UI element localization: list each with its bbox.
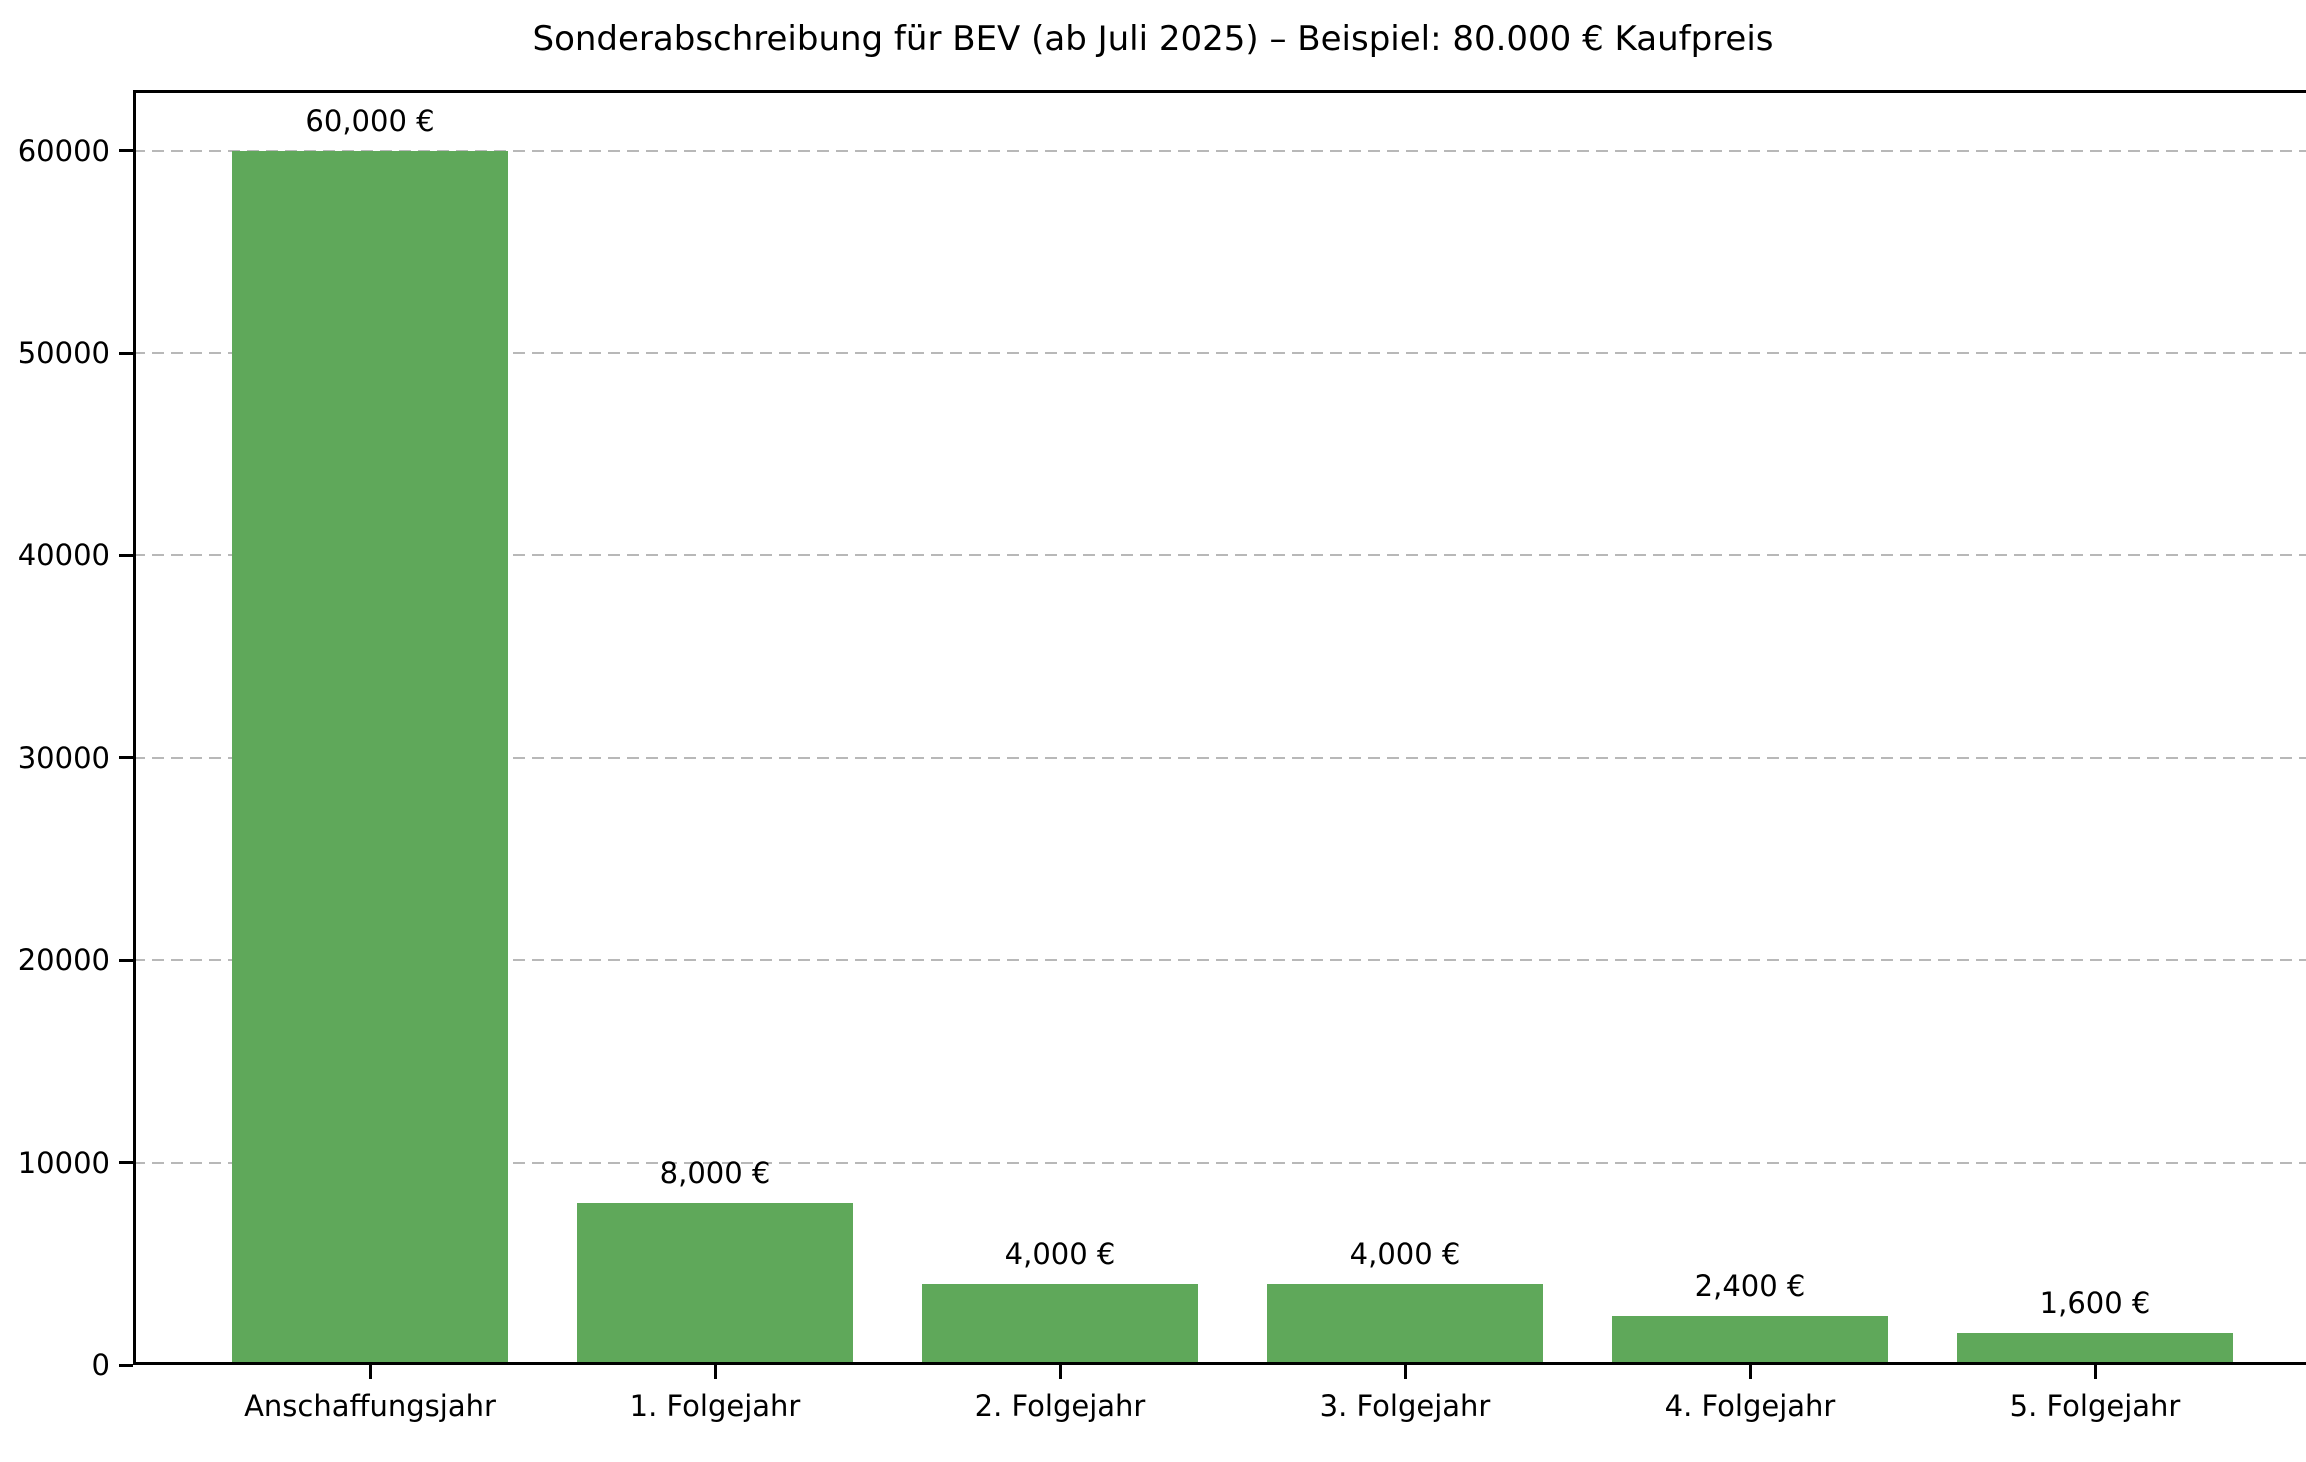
x-tick-mark	[1403, 1365, 1407, 1379]
gridline	[133, 1161, 2306, 1164]
bar-value-label: 2,400 €	[1694, 1269, 1806, 1304]
gridline	[133, 554, 2306, 557]
x-tick-label: 2. Folgejahr	[974, 1389, 1146, 1423]
y-tick-label: 20000	[17, 943, 110, 978]
plot-area: 60,000 € 8,000 € 4,000 € 4,000 € 2,400 € 1,60…	[133, 90, 2306, 1365]
y-tick-mark	[119, 149, 133, 153]
bar	[232, 150, 508, 1365]
x-tick-mark	[1748, 1365, 1752, 1379]
bar	[1612, 1316, 1888, 1365]
x-axis-line	[133, 1362, 2306, 1365]
chart-title: Sonderabschreibung für BEV (ab Juli 2025…	[532, 19, 1774, 59]
gridline	[133, 352, 2306, 355]
x-tick-label: 1. Folgejahr	[629, 1389, 801, 1423]
y-tick-label: 50000	[17, 336, 110, 371]
y-tick-mark	[119, 351, 133, 355]
y-tick-label: 0	[91, 1348, 110, 1382]
x-tick-mark	[2093, 1365, 2097, 1379]
x-tick-label: Anschaffungsjahr	[244, 1389, 496, 1423]
y-tick-label: 40000	[17, 538, 110, 573]
gridline	[133, 756, 2306, 759]
top-spine	[133, 90, 2306, 93]
x-tick-mark	[713, 1365, 717, 1379]
x-tick-label: 5. Folgejahr	[2009, 1389, 2181, 1423]
x-tick-mark	[1058, 1365, 1062, 1379]
x-tick-label: 3. Folgejahr	[1319, 1389, 1491, 1423]
y-tick-label: 10000	[17, 1145, 110, 1180]
bar-value-label: 4,000 €	[1349, 1237, 1461, 1272]
y-tick-mark	[119, 1363, 133, 1367]
y-tick-mark	[119, 958, 133, 962]
y-tick-mark	[119, 553, 133, 557]
y-axis-line	[133, 90, 136, 1365]
gridline	[133, 959, 2306, 962]
bar-value-label: 8,000 €	[659, 1156, 771, 1191]
x-tick-mark	[368, 1365, 372, 1379]
y-tick-mark	[119, 756, 133, 760]
bar-value-label: 1,600 €	[2039, 1285, 2151, 1320]
y-tick-label: 60000	[17, 133, 110, 168]
gridline	[133, 149, 2306, 152]
bar-value-label: 60,000 €	[305, 103, 435, 138]
y-tick-label: 30000	[17, 740, 110, 775]
y-tick-mark	[119, 1161, 133, 1165]
bar-value-label: 4,000 €	[1004, 1237, 1116, 1272]
bar	[922, 1284, 1198, 1365]
bar	[1957, 1332, 2233, 1365]
x-tick-label: 4. Folgejahr	[1664, 1389, 1836, 1423]
bar	[577, 1203, 853, 1365]
bar	[1267, 1284, 1543, 1365]
